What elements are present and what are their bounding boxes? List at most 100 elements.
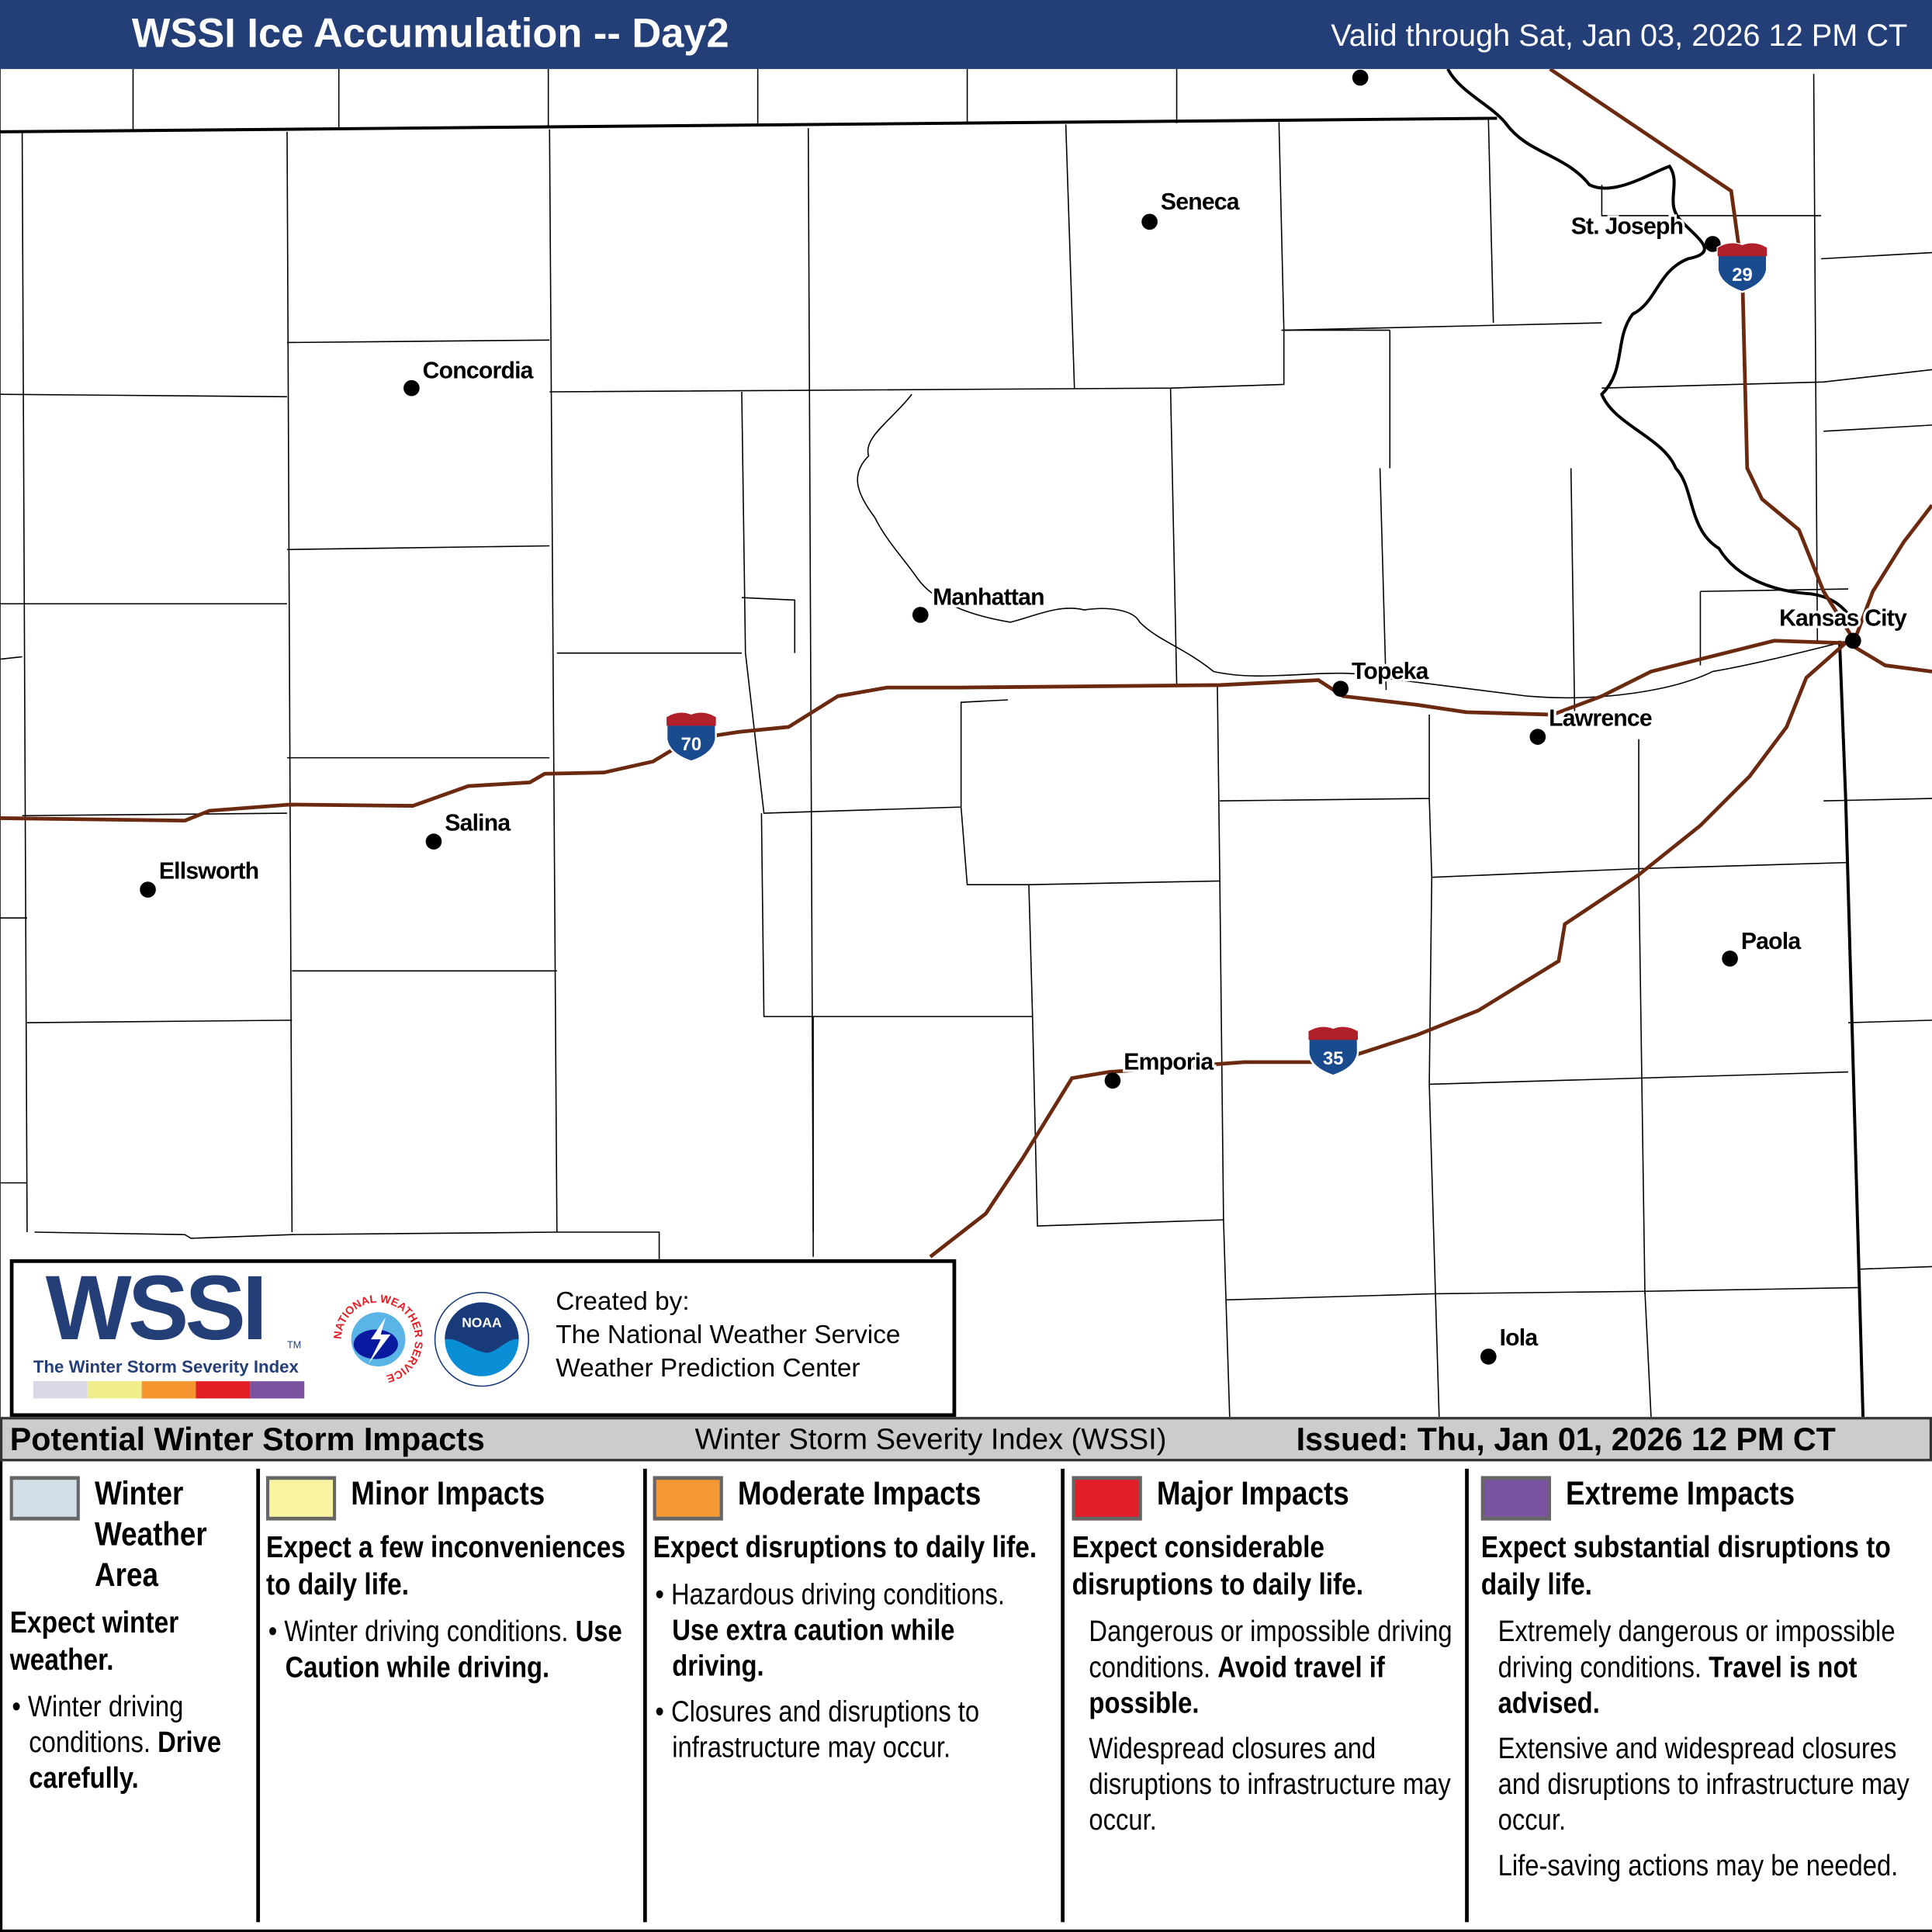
legend-title: Extreme Impacts [1566, 1474, 1795, 1512]
legend-headline: Expect considerable disruptions to daily… [1072, 1531, 1364, 1602]
city-label: St. Joseph [1571, 214, 1684, 240]
column-divider [1061, 1468, 1065, 1923]
county-line [1428, 739, 1639, 878]
issued-time: Issued: Thu, Jan 01, 2026 12 PM CT [1296, 1420, 1836, 1458]
county-boundaries [0, 68, 1932, 1418]
county-line [744, 653, 1009, 814]
city-label: Manhattan [933, 585, 1044, 611]
city-dot [1332, 680, 1349, 698]
county-line [760, 813, 1033, 1017]
county-line [286, 131, 293, 1233]
county-line [1823, 424, 1932, 432]
city-label: Emporia [1124, 1049, 1214, 1075]
county-line [1065, 124, 1075, 389]
city-dot [912, 607, 929, 623]
bar-segment [141, 1381, 196, 1399]
legend-title: Winter Weather Area [94, 1474, 207, 1594]
county-line [34, 1231, 660, 1259]
county-line [0, 656, 23, 660]
column-divider [1465, 1468, 1469, 1923]
county-line [1601, 369, 1932, 390]
legend-title-bar: Potential Winter Storm Impacts Winter St… [0, 1417, 1932, 1462]
state-border-ks-mo [1837, 640, 1865, 1418]
city-dot [403, 379, 420, 396]
interstate-70-shield: 70 [665, 712, 717, 763]
impact-legend: Winter Weather Area Expect winter weather.… [0, 1461, 1932, 1932]
legend-title: Minor Impacts [351, 1474, 545, 1512]
valid-through: Valid through Sat, Jan 03, 2026 12 PM CT [1331, 18, 1908, 54]
county-line [1435, 1293, 1440, 1418]
city-concordia: Concordia [403, 355, 537, 396]
legend-winter-weather-area: Winter Weather Area Expect winter weather.… [9, 1461, 254, 1929]
city-label: Salina [445, 810, 511, 836]
city-iola: Iola [1480, 1323, 1541, 1365]
legend-headline: Expect a few inconveniences to daily lif… [266, 1531, 626, 1602]
map-title: WSSI Ice Accumulation -- Day2 [131, 9, 729, 56]
county-line [21, 131, 28, 1233]
legend-title: Moderate Impacts [737, 1474, 982, 1512]
kansas-river [857, 393, 1849, 699]
wssi-subtitle: The Winter Storm Severity Index [33, 1356, 299, 1376]
interstate-number: 70 [681, 734, 701, 755]
city-manhattan: Manhattan [912, 583, 1047, 623]
city-label: Lawrence [1549, 705, 1652, 731]
county-line [1639, 861, 1849, 870]
county-line [1823, 798, 1932, 802]
county-line [1570, 468, 1576, 715]
trademark: TM [287, 1339, 302, 1351]
county-line [741, 391, 746, 653]
city-emporia: Emporia [1104, 1047, 1217, 1089]
city-label: Topeka [1352, 659, 1429, 684]
legend-title: Potential Winter Storm Impacts [9, 1420, 485, 1458]
legend-bullet: • Closures and disruptions to infrastruc… [655, 1695, 980, 1765]
legend-bullet: • Winter driving conditions. Drive caref… [12, 1690, 222, 1795]
county-line [1031, 881, 1224, 1227]
city-dot [140, 881, 156, 898]
legend-item: Life-saving actions may be needed. [1497, 1849, 1899, 1883]
map-area: Seneca St. Joseph Concordia Manhattan Topeka… [0, 68, 1932, 1418]
county-line [286, 339, 550, 344]
city-label: Iola [1500, 1325, 1539, 1351]
county-line [807, 128, 814, 1233]
city-dot [1845, 632, 1861, 649]
wssi-color-bar [33, 1381, 305, 1399]
interstate-number: 35 [1323, 1048, 1343, 1069]
county-line [1428, 877, 1433, 1085]
legend-headline: Expect winter weather. [9, 1606, 179, 1678]
noaa-logo: NOAA [434, 1292, 530, 1387]
legend-headline: Expect substantial disruptions to daily … [1480, 1531, 1891, 1602]
county-line [1644, 1291, 1652, 1418]
legend-item: Widespread closures and disruptions to i… [1089, 1732, 1451, 1837]
swatch-minor [266, 1476, 337, 1521]
wssi-logo: WSSI [45, 1256, 268, 1359]
bar-segment [87, 1381, 142, 1399]
legend-index-name: Winter Storm Severity Index (WSSI) [694, 1423, 1167, 1457]
interstate-routes [0, 68, 1932, 1259]
county-line [549, 322, 1602, 393]
city-lawrence: Lawrence [1529, 703, 1655, 745]
city-dot [1722, 950, 1738, 967]
bar-segment [33, 1381, 88, 1399]
city-dot [1480, 1349, 1497, 1365]
county-line [1860, 1265, 1932, 1270]
county-line [1225, 1300, 1231, 1418]
interstate-35-shield: 35 [1307, 1026, 1359, 1077]
city-st-joseph: St. Joseph [1569, 212, 1721, 252]
county-line [1700, 588, 1849, 593]
state-border-ne-ks [0, 116, 1497, 133]
org-wpc: Weather Prediction Center [556, 1354, 860, 1383]
city-label: Seneca [1161, 189, 1240, 215]
county-line [1379, 468, 1387, 691]
city-dot [1529, 729, 1546, 745]
swatch-major [1072, 1476, 1142, 1521]
county-line [549, 129, 558, 1233]
county-line [1223, 1071, 1849, 1301]
city-dot [1104, 1072, 1121, 1089]
legend-bullet: • Winter driving conditions. Use Caution… [268, 1615, 622, 1684]
city-dot [1352, 69, 1369, 86]
county-line [1028, 684, 1220, 885]
column-divider [256, 1468, 261, 1923]
swatch-winter-weather [9, 1476, 80, 1521]
city-label: Ellsworth [159, 858, 259, 884]
